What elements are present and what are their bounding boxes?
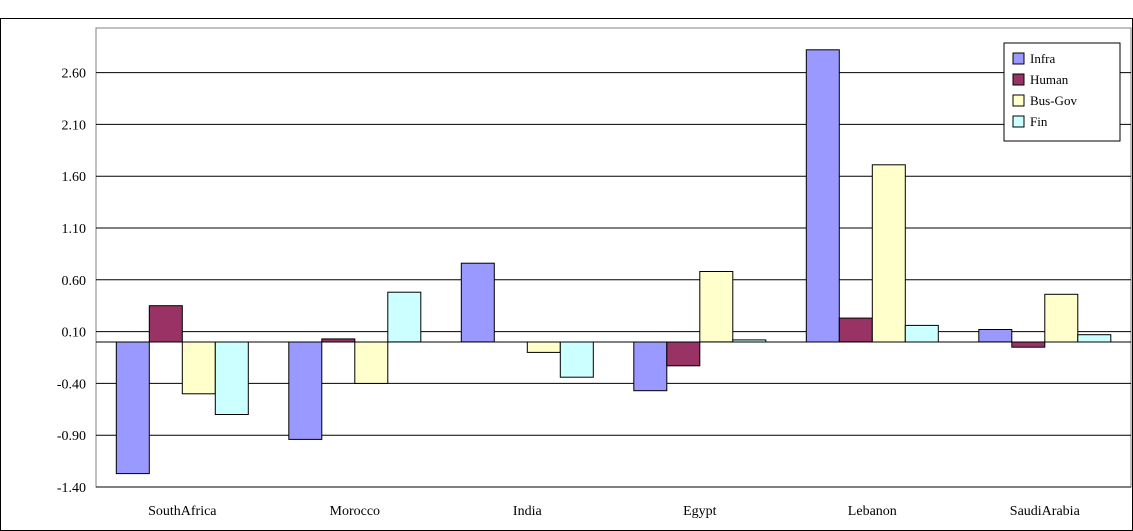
bar-bus-gov-morocco (354, 341, 389, 384)
x-tick-label: Morocco (330, 504, 381, 519)
x-tick-label: Lebanon (848, 504, 897, 519)
y-tick-label: 1.60 (62, 170, 87, 185)
bar-human-morocco (321, 338, 356, 343)
x-tick-label: SaudiArabia (1010, 504, 1081, 519)
x-tick-label: India (513, 504, 543, 519)
bar-bus-gov-saudiarabia (1044, 293, 1079, 343)
bar-bus-gov-southafrica (181, 341, 216, 395)
y-tick-label: -0.40 (57, 377, 86, 392)
y-axis: 2.60 2.10 1.60 1.10 0.60 0.10 -0.40 -0.90 -1.40 (57, 67, 1131, 496)
bar-fin-lebanon (904, 324, 939, 343)
y-tick-label: -0.90 (57, 429, 86, 444)
bar-human-southafrica (148, 305, 183, 343)
bar-infra-saudiarabia (978, 329, 1013, 343)
bar-fin-morocco (387, 291, 422, 343)
y-tick-label: 0.60 (62, 274, 87, 289)
bar-fin-saudiarabia (1077, 334, 1112, 343)
x-tick-label: SouthAfrica (148, 504, 217, 519)
legend-label: Human (1030, 72, 1069, 87)
y-tick-label: 0.10 (62, 326, 87, 341)
bar-infra-egypt (633, 341, 668, 392)
bar-bus-gov-egypt (699, 271, 734, 343)
y-tick-label: 2.60 (62, 67, 87, 82)
y-tick-label: 2.10 (62, 118, 87, 133)
legend-swatch (1012, 115, 1025, 128)
bars (115, 49, 1112, 475)
bar-fin-india (559, 341, 594, 378)
bar-infra-morocco (288, 341, 323, 440)
bar-infra-lebanon (805, 49, 840, 343)
legend-swatch (1012, 52, 1025, 65)
gridlines (96, 72, 1131, 488)
legend: Infra Human Bus-Gov Fin (1003, 42, 1121, 142)
x-tick-label: Egypt (683, 504, 717, 519)
bar-fin-egypt (732, 339, 767, 343)
bar-bus-gov-lebanon (871, 164, 906, 343)
legend-swatch (1012, 94, 1025, 107)
legend-label: Infra (1030, 51, 1055, 66)
bar-bus-gov-india (526, 341, 561, 353)
bar-human-saudiarabia (1011, 341, 1046, 348)
bar-infra-india (460, 262, 495, 343)
legend-swatch (1012, 73, 1025, 86)
x-axis: SouthAfrica Morocco India Egypt Lebanon Saudi… (148, 504, 1080, 519)
y-tick-label: 1.10 (62, 222, 87, 237)
bar-fin-southafrica (214, 341, 249, 415)
legend-label: Bus-Gov (1030, 93, 1077, 108)
bar-human-egypt (666, 341, 701, 367)
y-tick-label: -1.40 (57, 481, 86, 496)
bar-infra-southafrica (115, 341, 150, 475)
chart-border (0, 18, 1133, 531)
bar-human-lebanon (838, 317, 873, 343)
legend-label: Fin (1030, 114, 1048, 129)
